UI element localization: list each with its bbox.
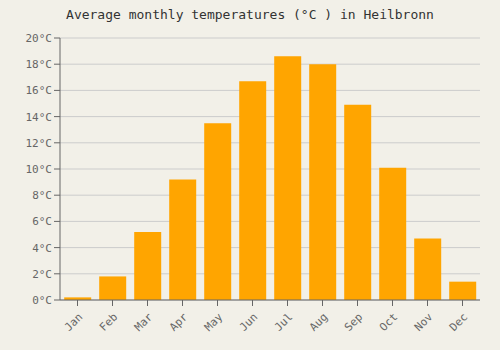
svg-text:Oct: Oct: [377, 311, 400, 334]
svg-text:Sep: Sep: [342, 311, 365, 334]
svg-text:16°C: 16°C: [26, 84, 53, 97]
svg-text:May: May: [202, 310, 226, 334]
svg-text:14°C: 14°C: [26, 111, 53, 124]
svg-text:2°C: 2°C: [32, 268, 52, 281]
svg-text:20°C: 20°C: [26, 32, 53, 45]
svg-text:Mar: Mar: [132, 310, 156, 334]
svg-text:6°C: 6°C: [32, 215, 52, 228]
svg-text:0°C: 0°C: [32, 294, 52, 307]
svg-text:Nov: Nov: [412, 310, 436, 334]
svg-text:Dec: Dec: [447, 311, 470, 334]
svg-text:12°C: 12°C: [26, 137, 53, 150]
svg-text:Aug: Aug: [307, 311, 330, 334]
svg-text:Jul: Jul: [272, 311, 295, 334]
svg-text:10°C: 10°C: [26, 163, 53, 176]
svg-text:Jan: Jan: [62, 311, 85, 334]
svg-text:8°C: 8°C: [32, 189, 52, 202]
svg-text:Apr: Apr: [167, 310, 191, 334]
html-text:Average monthly temperatures (: Average monthly temperatures (°C ) in He…: [66, 7, 434, 22]
svg-text:4°C: 4°C: [32, 242, 52, 255]
svg-text:18°C: 18°C: [26, 58, 53, 71]
svg-text:Jun: Jun: [237, 311, 260, 334]
svg-text:Feb: Feb: [97, 311, 120, 334]
